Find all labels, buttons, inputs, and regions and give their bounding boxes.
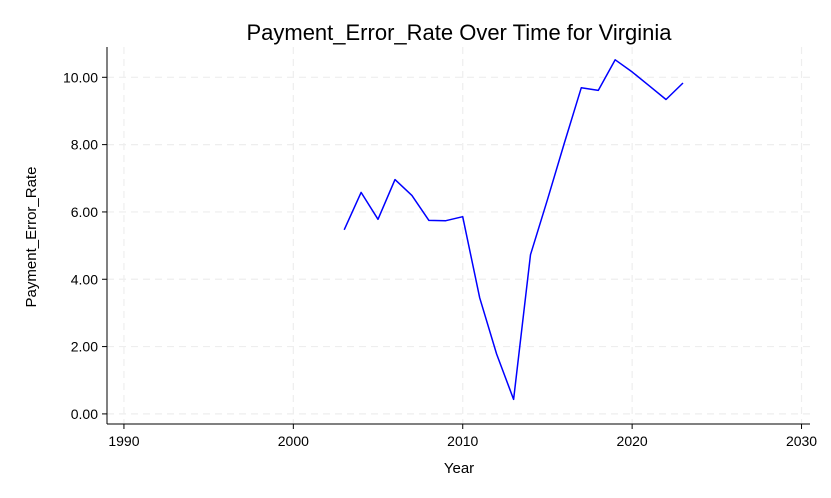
y-axis-label: Payment_Error_Rate: [23, 167, 40, 308]
series-line: [343, 59, 684, 401]
y-tick-label: 2.00: [71, 339, 98, 355]
x-tick-label: 2000: [278, 433, 309, 449]
x-tick-label: 1990: [108, 433, 139, 449]
axes: [106, 47, 810, 425]
x-axis-label: Year: [444, 460, 474, 477]
chart-title: Payment_Error_Rate Over Time for Virgini…: [246, 20, 672, 45]
y-axis-ticks: 0.00 2.00 4.00 6.00 8.00 10.00: [63, 69, 107, 422]
series-layer: [343, 59, 684, 401]
x-axis-ticks: 1990 2000 2010 2020 2030: [108, 424, 817, 449]
x-tick-label: 2020: [617, 433, 648, 449]
y-tick-label: 4.00: [71, 271, 98, 287]
x-tick-label: 2010: [447, 433, 478, 449]
y-tick-label: 6.00: [71, 204, 98, 220]
y-tick-label: 0.00: [71, 406, 98, 422]
x-tick-label: 2030: [786, 433, 817, 449]
y-tick-label: 10.00: [63, 69, 98, 85]
y-tick-label: 8.00: [71, 137, 98, 153]
grid-lines: [107, 47, 810, 424]
